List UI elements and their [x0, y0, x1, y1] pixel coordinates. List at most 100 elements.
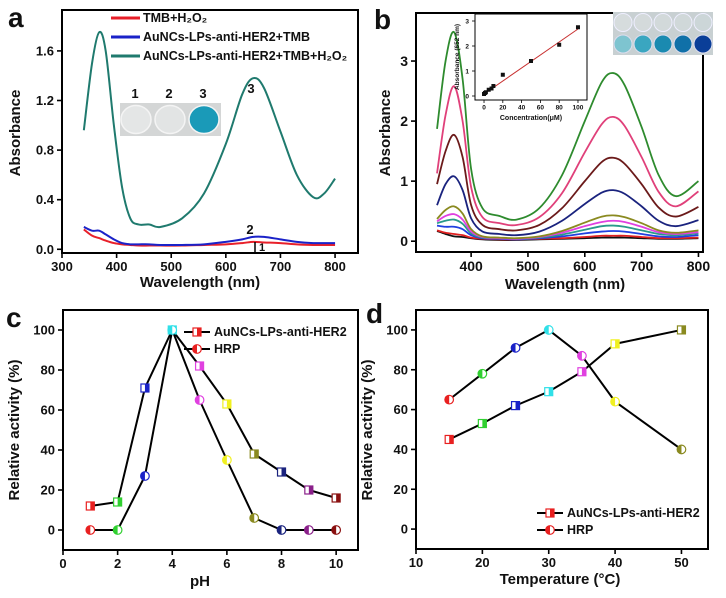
legend-label: AuNCs-LPs-anti-HER2 — [567, 506, 700, 520]
x-axis-label: Wavelength (nm) — [140, 274, 260, 291]
x-tick-label: 700 — [630, 258, 654, 274]
data-point — [489, 86, 494, 91]
marker-fill — [331, 525, 337, 535]
y-tick-label: 20 — [394, 482, 408, 497]
marker-fill — [140, 471, 145, 481]
x-tick-label: 600 — [215, 259, 237, 274]
inset-x-axis-label: Concentration(μM) — [500, 115, 562, 122]
y-tick-label: 2 — [465, 43, 469, 50]
legend-label: AuNCs-LPs-anti-HER2+TMB — [143, 30, 310, 44]
data-point-marker — [222, 399, 232, 409]
marker-fill — [610, 397, 616, 406]
photo-well — [673, 13, 693, 32]
marker-fill — [444, 395, 450, 404]
data-point-marker — [221, 455, 232, 465]
marker-fill — [548, 387, 553, 396]
marker-fill — [167, 325, 173, 335]
data-point-marker — [249, 513, 260, 523]
marker-fill — [308, 486, 313, 494]
marker-fill — [478, 369, 483, 379]
panel-letter-d: d — [366, 298, 383, 329]
curve-annotation-2: 2 — [246, 222, 253, 237]
panel-letter-b: b — [374, 4, 391, 35]
photo-well — [693, 34, 713, 54]
legend-marker — [545, 525, 555, 535]
x-tick-label: 8 — [278, 556, 285, 571]
x-tick-label: 40 — [518, 105, 526, 112]
plot-frame-a — [61, 9, 359, 254]
marker-fill — [222, 455, 227, 465]
x-tick-label: 50 — [674, 555, 688, 570]
x-tick-label: 600 — [573, 258, 597, 274]
x-tick-label: 2 — [114, 556, 121, 571]
y-tick-label: 1.2 — [36, 93, 54, 108]
data-point-marker — [167, 325, 178, 335]
photo-well-label: 1 — [131, 86, 138, 101]
data-point-marker — [140, 471, 150, 481]
x-axis-label: Wavelength (nm) — [505, 276, 625, 293]
marker-fill — [277, 525, 282, 535]
x-tick-label: 6 — [223, 556, 230, 571]
data-point-marker — [249, 449, 259, 459]
marker-fill — [281, 468, 286, 476]
x-tick-label: 400 — [106, 259, 128, 274]
photo-well — [613, 34, 633, 54]
marker-fill — [544, 325, 549, 335]
marker-fill — [577, 351, 582, 361]
data-point-marker — [331, 525, 342, 535]
marker-fill — [304, 525, 309, 535]
photo-well — [693, 13, 713, 32]
data-point-marker — [85, 501, 95, 511]
data-point-marker — [577, 367, 587, 377]
marker-fill — [615, 339, 620, 348]
x-tick-label: 500 — [516, 258, 540, 274]
series-line-1 — [436, 31, 699, 221]
marker-fill — [192, 344, 197, 354]
data-point — [500, 72, 505, 77]
marker-fill — [336, 494, 341, 502]
data-point-marker — [610, 339, 620, 349]
data-point — [486, 87, 491, 92]
photo-well — [653, 34, 673, 54]
series-line-2 — [83, 226, 336, 247]
y-tick-label: 40 — [41, 443, 55, 458]
inset-y-axis-label: Absorbance (652 nm) — [454, 24, 461, 90]
marker-fill — [86, 525, 91, 535]
data-point-marker — [85, 525, 96, 535]
panel-letter-a: a — [8, 2, 24, 33]
legend-label: AuNCs-LPs-anti-HER2 — [214, 325, 347, 339]
photo-well-label: 2 — [165, 86, 172, 101]
y-tick-label: 1 — [465, 68, 469, 75]
y-tick-label: 80 — [394, 362, 408, 377]
data-point-marker — [444, 434, 454, 445]
data-point-marker — [276, 467, 287, 477]
legend-marker — [192, 327, 202, 337]
y-tick-label: 0.0 — [36, 242, 54, 257]
data-point — [491, 84, 496, 88]
series-line-circle — [90, 326, 337, 531]
marker-fill — [144, 384, 149, 392]
marker-fill — [449, 435, 454, 444]
marker-fill — [199, 362, 204, 370]
series-line-4 — [436, 175, 699, 237]
marker-fill — [90, 502, 95, 510]
marker-fill — [226, 400, 231, 408]
marker-fill — [482, 419, 487, 428]
data-point-marker — [304, 485, 314, 495]
y-tick-label: 2 — [400, 113, 408, 129]
marker-fill — [515, 401, 520, 410]
marker-fill — [117, 498, 122, 506]
data-point-marker — [331, 493, 341, 503]
plot-frame-b — [415, 12, 704, 253]
x-tick-label: 300 — [51, 259, 73, 274]
x-tick-label: 700 — [270, 259, 292, 274]
marker-fill — [511, 343, 516, 353]
data-point-marker — [477, 368, 488, 379]
y-tick-label: 0.8 — [36, 143, 54, 158]
chart-layer: 300 400 500 600 700 8000.00.40.81.21.6Wavelen… — [6, 9, 713, 590]
x-tick-label: 10 — [329, 556, 343, 571]
data-point — [483, 90, 488, 95]
series-line-7 — [436, 218, 699, 240]
y-tick-label: 1 — [400, 173, 408, 189]
marker-fill — [197, 328, 201, 336]
